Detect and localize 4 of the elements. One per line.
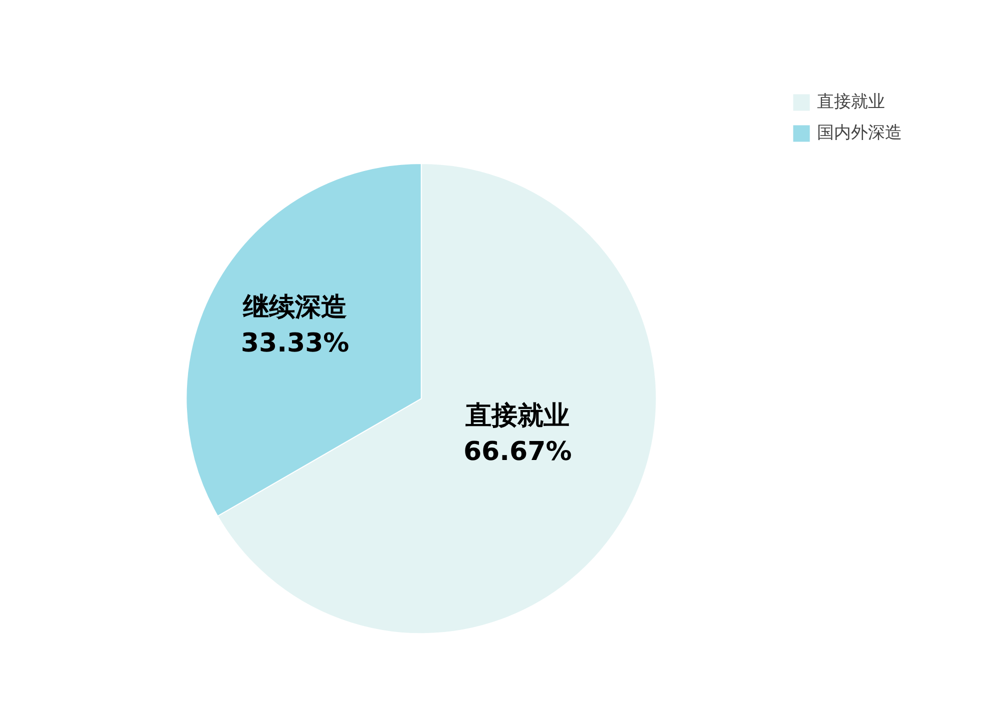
data-label: 继续深造 33.33% xyxy=(240,292,350,359)
legend-label: 国内外深造 xyxy=(817,122,902,144)
data-label: 直接就业 66.67% xyxy=(463,400,572,467)
legend-label: 直接就业 xyxy=(817,91,885,113)
